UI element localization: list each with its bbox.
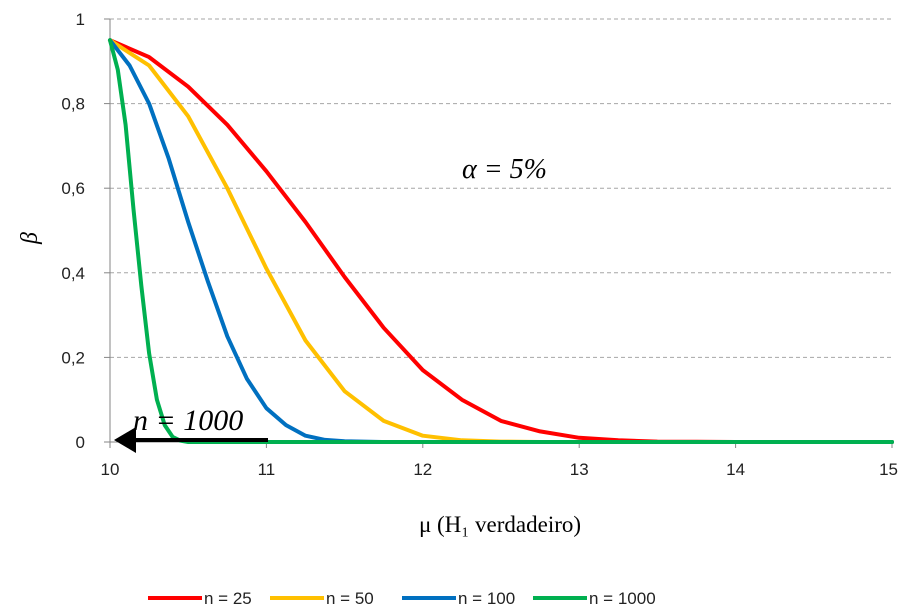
axes	[109, 19, 893, 448]
y-tick-label: 0,8	[61, 95, 85, 114]
series-line-n-50	[108, 38, 894, 444]
arrow-label: n = 1000	[133, 404, 243, 437]
series-line-n-25	[108, 38, 894, 444]
legend-label: n = 50	[326, 589, 374, 608]
series-line-n-100	[108, 38, 894, 444]
arrow-annotation	[114, 427, 268, 453]
x-tick-label: 15	[879, 460, 898, 479]
y-tick-label: 0,6	[61, 179, 85, 198]
alpha-annotation: α = 5%	[462, 154, 547, 185]
y-tick-label: 0,2	[61, 348, 85, 367]
y-tick-labels: 0 0,2 0,4 0,6 0,8 1	[61, 10, 85, 452]
y-tick-label: 0,4	[61, 264, 85, 283]
x-tick-label: 14	[726, 460, 745, 479]
x-axis-label: μ (H₁ verdadeiro)	[419, 512, 581, 537]
x-tick-label: 10	[101, 460, 120, 479]
series-lines	[108, 38, 894, 444]
y-axis-label: β	[17, 232, 43, 245]
legend-label: n = 100	[458, 589, 515, 608]
y-tick-label: 0	[76, 433, 85, 452]
legend: n = 25 n = 50 n = 100 n = 1000	[148, 589, 656, 608]
legend-label: n = 25	[204, 589, 252, 608]
x-tick-label: 13	[570, 460, 589, 479]
x-tick-label: 12	[413, 460, 432, 479]
series-line-n-1000	[108, 38, 894, 444]
grid-lines	[104, 18, 892, 443]
y-tick-label: 1	[76, 10, 85, 29]
x-tick-labels: 10 11 12 13 14 15	[101, 460, 898, 479]
legend-label: n = 1000	[589, 589, 656, 608]
arrow-head	[114, 427, 136, 453]
x-tick-label: 11	[258, 460, 276, 479]
